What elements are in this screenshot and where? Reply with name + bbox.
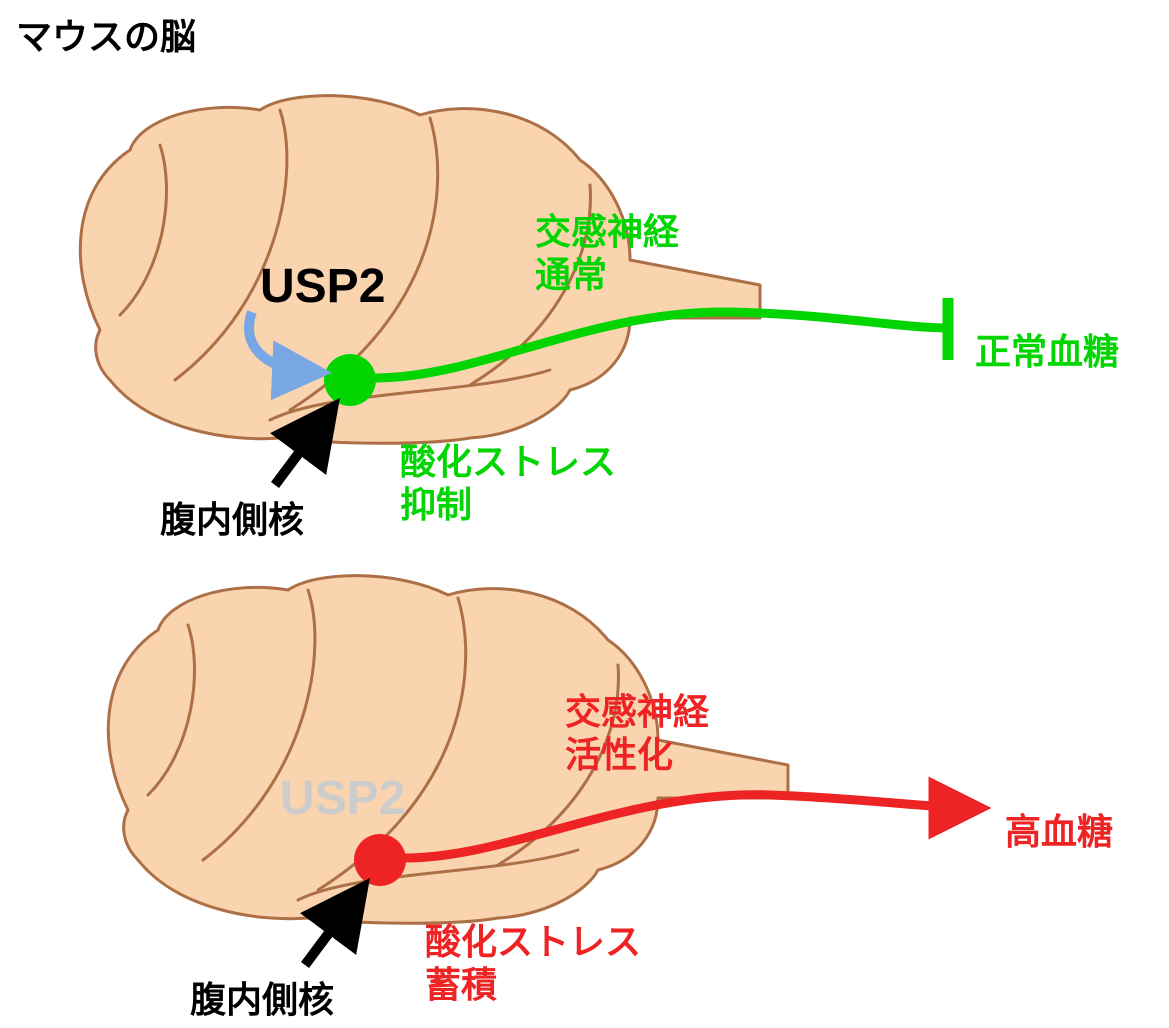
vmh-pointer-label-bottom: 腹内側核 — [190, 978, 334, 1021]
bottom-brain-group: USP2 交感神経 活性化 高血糖 酸化ストレス 蓄積 腹内側核 — [30, 550, 1130, 1010]
vmh-node-bottom — [354, 834, 406, 886]
usp2-label-bottom: USP2 — [280, 770, 405, 828]
outcome-label-bottom: 高血糖 — [1005, 810, 1113, 853]
stress-label-bottom: 酸化ストレス 蓄積 — [425, 920, 641, 1006]
stress-label-top: 酸化ストレス 抑制 — [400, 440, 616, 526]
sympathetic-label-bottom: 交感神経 活性化 — [565, 690, 709, 776]
vmh-node-top — [324, 354, 376, 406]
outcome-label-top: 正常血糖 — [975, 330, 1119, 373]
vmh-pointer-label-top: 腹内側核 — [160, 498, 304, 541]
sympathetic-label-top: 交感神経 通常 — [535, 210, 679, 296]
top-brain-group: USP2 交感神経 通常 正常血糖 酸化ストレス 抑制 腹内側核 — [30, 70, 1130, 530]
diagram-title: マウスの脳 — [16, 8, 196, 60]
usp2-label-top: USP2 — [260, 258, 385, 316]
